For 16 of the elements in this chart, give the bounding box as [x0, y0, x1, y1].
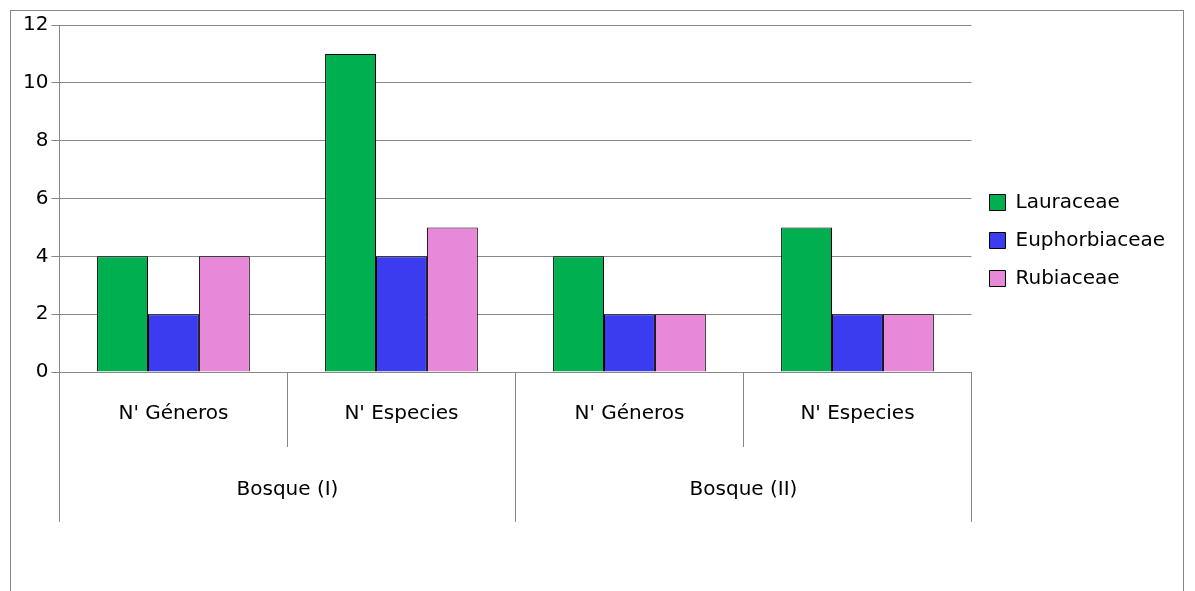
- text: Bosque (I): [236, 476, 339, 501]
- x-tick-label: N' Especies: [800, 400, 915, 425]
- legend-label: Rubiaceae: [1015, 264, 1120, 289]
- x-tick-label: N' Géneros: [574, 400, 685, 425]
- text: Bosque (II): [689, 476, 798, 501]
- y-tick-label: 0: [35, 358, 49, 383]
- y-tick-label: 12: [23, 11, 49, 36]
- y-tick-label: 2: [35, 300, 49, 325]
- legend-label: Lauraceae: [1015, 188, 1120, 213]
- y-tick-label: 4: [35, 242, 49, 267]
- y-tick-label: 10: [23, 69, 49, 94]
- x-tick-label: N' Géneros: [118, 400, 229, 425]
- y-tick-label: 6: [35, 184, 49, 209]
- x-tick-label: N' Especies: [344, 400, 459, 425]
- y-tick-label: 8: [35, 126, 49, 151]
- legend-label: Euphorbiaceae: [1015, 226, 1165, 251]
